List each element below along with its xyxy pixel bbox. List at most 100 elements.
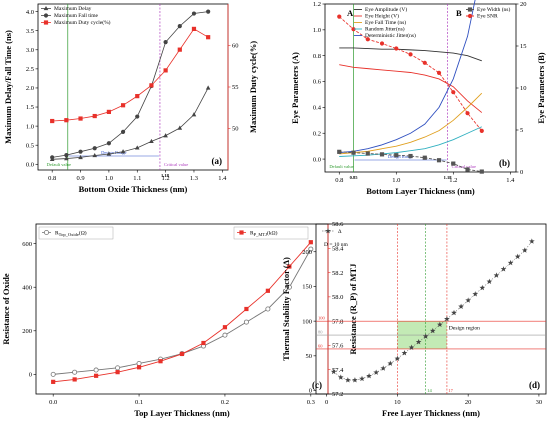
data-point (265, 288, 270, 293)
x-tick-label: 10 (394, 399, 401, 406)
data-point (222, 332, 228, 338)
legend-label: Eye Fall Time (ns) (365, 19, 406, 26)
x-tick-label: 0.9 (76, 175, 84, 182)
data-point (72, 369, 78, 375)
y-tick-label: 0 (309, 388, 312, 395)
y-tick-label: 400 (22, 284, 32, 291)
data-point (444, 316, 450, 322)
y-right-tick-label: 58.2 (332, 270, 343, 277)
panel-label: (d) (529, 380, 540, 390)
series-line-2 (53, 241, 312, 383)
y-tick-label: 2.5 (26, 66, 34, 73)
data-point (78, 149, 83, 154)
data-point (243, 319, 249, 325)
x-tick-label: 0.8 (48, 175, 56, 182)
legend-box (233, 226, 309, 240)
data-point (177, 125, 183, 130)
data-point (64, 153, 69, 158)
data-point (493, 272, 500, 278)
data-point (330, 368, 337, 375)
data-point (479, 284, 486, 291)
series-line-4 (339, 126, 482, 157)
plot-frame (315, 223, 547, 395)
data-point (436, 158, 442, 163)
data-point (479, 169, 484, 174)
y-axis-label: Eye Parameters (A) (290, 52, 300, 124)
data-point (134, 145, 140, 150)
legend-label: Maximum Delay (54, 6, 92, 12)
data-point (521, 247, 528, 253)
tick-annotation: 0.85 (350, 175, 359, 180)
data-point (472, 291, 479, 297)
data-point (451, 309, 457, 316)
x-tick-label: 1.2 (449, 177, 457, 184)
data-point (94, 373, 99, 378)
series-line-2 (52, 11, 209, 158)
data-point (422, 155, 427, 160)
data-point (158, 359, 163, 364)
y-right-tick-label: 60 (232, 43, 239, 50)
data-point (191, 11, 197, 16)
y-right-tick-label: 57.6 (332, 343, 344, 350)
x-tick-label: 30 (536, 399, 543, 406)
series-line-2 (339, 64, 483, 113)
data-point (500, 266, 507, 272)
data-point (72, 377, 77, 382)
data-point (401, 350, 408, 356)
y-right-tick-label: 5 (520, 127, 523, 134)
y-tick-label: 0.6 (313, 79, 322, 86)
data-point (394, 153, 399, 158)
y-right-axis-label: Resistance (R_P) of MTJ (348, 263, 358, 355)
y-right-tick-label: 57.4 (332, 367, 344, 374)
data-point (163, 133, 168, 138)
y-right-tick-label: 57.2 (332, 391, 343, 398)
critical-tick-label: 1.18 (161, 173, 170, 178)
series-line-1 (339, 47, 482, 62)
data-point (479, 128, 484, 133)
y-tick-label: 200 (302, 249, 312, 256)
data-point (50, 118, 55, 124)
data-point (451, 161, 456, 166)
data-point (78, 154, 83, 160)
x-tick-label: 0.2 (221, 399, 229, 406)
x-axis-label: Top Layer Thickness (nm) (134, 408, 230, 418)
data-point (359, 375, 365, 382)
y-tick-label: 1.2 (313, 1, 321, 8)
x-tick-label: 0.8 (335, 177, 343, 184)
data-point (106, 109, 111, 114)
legend-main: R (250, 231, 254, 237)
legend-tail: (Ω) (79, 230, 87, 237)
y-tick-label: 4.0 (26, 9, 34, 16)
y-tick-label: 0 (29, 372, 32, 379)
x-tick-label: 1.3 (190, 175, 198, 182)
data-point (514, 253, 521, 260)
data-point (135, 94, 140, 99)
legend-main: R (55, 231, 59, 237)
series-line (333, 241, 533, 381)
data-point (136, 360, 142, 366)
data-point (179, 351, 185, 357)
legend-label: RTop_Oxide(Ω) (55, 230, 87, 238)
reference-label: Default value (329, 164, 353, 169)
data-point (78, 116, 83, 121)
hline-label: 100 (318, 316, 326, 321)
legend-marker (43, 13, 49, 18)
y-tick-label: 3.5 (26, 28, 34, 35)
data-point (92, 113, 97, 119)
data-point (351, 150, 356, 155)
legend-marker (467, 7, 473, 12)
y-tick-label: 600 (22, 241, 32, 248)
data-point (120, 129, 126, 134)
data-point (135, 114, 140, 119)
data-point (149, 138, 154, 144)
data-point (191, 112, 197, 117)
data-point (373, 369, 380, 375)
data-point (451, 90, 456, 95)
y-tick-label: 1.5 (26, 104, 34, 111)
legend-marker (43, 5, 49, 11)
legend-label: Eye Height (V) (365, 13, 399, 20)
data-point (408, 344, 415, 350)
legend-label: Maximum Duty cycle(%) (54, 19, 111, 26)
design-region-label: Design region (449, 325, 480, 331)
legend-label: Random Jitter(ns) (365, 26, 405, 33)
